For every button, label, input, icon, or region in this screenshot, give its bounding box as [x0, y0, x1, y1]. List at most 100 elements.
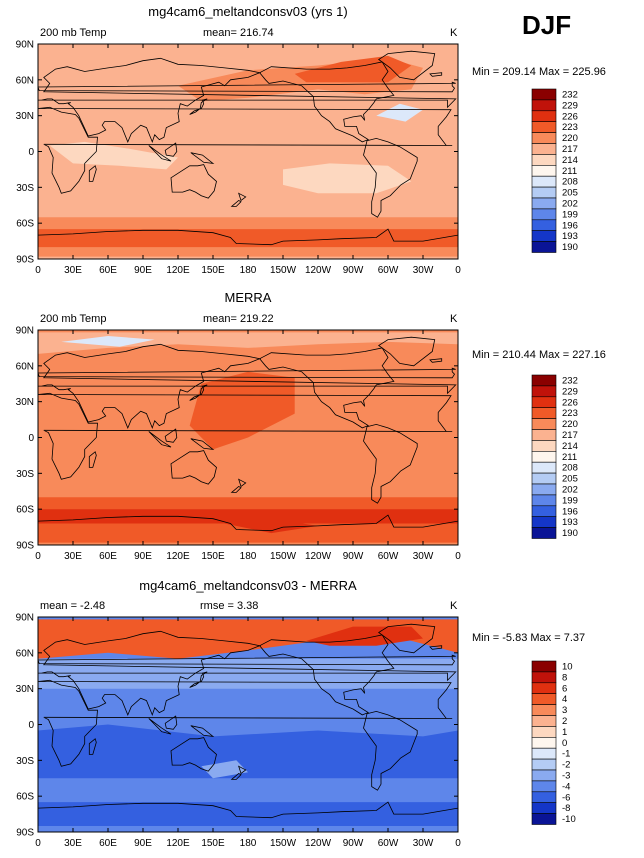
x-tick-label: 0	[455, 551, 461, 562]
field-contour-cold	[38, 724, 458, 779]
panel-1-right-label: K	[450, 27, 458, 39]
coastline	[38, 679, 453, 767]
y-tick-label: 30S	[16, 183, 34, 194]
season-label: DJF	[522, 10, 572, 40]
coastline	[377, 623, 436, 654]
colorbar-swatch	[531, 132, 557, 144]
panel-2-right-label: K	[450, 313, 458, 325]
colorbar-swatch	[531, 418, 557, 430]
colorbar-swatch	[531, 440, 557, 452]
x-tick-label: 90E	[134, 551, 152, 562]
colorbar-swatch	[531, 726, 557, 738]
x-tick-label: 180	[240, 265, 257, 276]
x-tick-label: 30E	[64, 838, 82, 849]
colorbar-label: 220	[562, 133, 578, 144]
colorbar-label: 223	[562, 408, 578, 419]
y-tick-label: 90N	[16, 613, 34, 624]
y-tick-label: 60N	[16, 361, 34, 372]
x-tick-label: 0	[35, 265, 41, 276]
field-contour-warm	[189, 371, 295, 450]
coastline	[170, 450, 217, 485]
colorbar-swatch	[531, 429, 557, 441]
colorbar-swatch	[531, 704, 557, 716]
colorbar-swatch	[531, 219, 557, 232]
colorbar-label: 214	[562, 155, 578, 166]
colorbar-label: 196	[562, 506, 578, 517]
panel-2-minmax: Min = 210.44 Max = 227.16	[472, 349, 606, 361]
coastline	[38, 57, 457, 144]
colorbar-swatch	[531, 671, 557, 684]
colorbar-label: -1	[562, 749, 570, 760]
colorbar-swatch	[531, 693, 557, 705]
coastline	[148, 431, 172, 448]
colorbar-label: 6	[562, 683, 567, 694]
colorbar-swatch	[531, 758, 557, 771]
x-tick-label: 90W	[343, 838, 364, 849]
colorbar-swatch	[531, 483, 557, 496]
colorbar-label: -3	[562, 771, 570, 782]
colorbar-label: -4	[562, 781, 570, 792]
colorbar-label: 211	[562, 166, 577, 177]
colorbar-label: 211	[562, 452, 577, 463]
colorbar-label: 3	[562, 705, 567, 716]
panel-2-center-label: mean= 219.22	[203, 313, 274, 325]
x-tick-label: 0	[35, 838, 41, 849]
coastline	[429, 645, 443, 650]
field-contour-cold	[38, 802, 458, 826]
panel-1-left-label: 200 mb Temp	[40, 27, 107, 39]
x-tick-label: 0	[455, 838, 461, 849]
coastline	[38, 392, 453, 480]
colorbar-label: 205	[562, 474, 578, 485]
coastline	[164, 142, 178, 157]
coastline	[377, 50, 436, 81]
coastline	[38, 81, 456, 93]
x-tick-label: 90E	[134, 265, 152, 276]
coastline	[230, 773, 242, 780]
y-tick-label: 90N	[16, 326, 34, 337]
colorbar-swatch	[531, 121, 557, 133]
y-tick-label: 30N	[16, 684, 34, 695]
y-tick-label: 90S	[16, 828, 34, 839]
coastline	[38, 514, 458, 532]
colorbar-label: 196	[562, 220, 578, 231]
colorbar-label: 220	[562, 419, 578, 430]
colorbar-swatch	[531, 660, 557, 673]
colorbar-swatch	[531, 791, 557, 803]
coastline	[38, 228, 458, 246]
colorbar-2: 2322292262232202172142112082052021991961…	[531, 374, 578, 539]
coastline	[189, 384, 208, 401]
y-tick-label: 30S	[16, 469, 34, 480]
x-tick-label: 30W	[413, 838, 434, 849]
x-tick-label: 150W	[270, 551, 297, 562]
panel-1-center-label: mean= 216.74	[203, 27, 274, 39]
colorbar-label: -8	[562, 803, 570, 814]
coastline	[164, 428, 178, 443]
colorbar-swatch	[531, 154, 557, 166]
colorbar-swatch	[531, 461, 557, 474]
colorbar-label: 229	[562, 386, 578, 397]
coastline	[238, 765, 247, 775]
x-tick-label: 120E	[166, 265, 190, 276]
colorbar-swatch	[531, 505, 557, 517]
colorbar-label: 1	[562, 727, 567, 738]
coastline	[190, 725, 215, 737]
x-tick-label: 60E	[99, 265, 117, 276]
panel-1-minmax: Min = 209.14 Max = 225.96	[472, 66, 606, 78]
y-tick-label: 60N	[16, 648, 34, 659]
colorbar-swatch	[531, 197, 557, 210]
x-tick-label: 150E	[201, 265, 225, 276]
panel-3-minmax: Min = -5.83 Max = 7.37	[472, 632, 586, 644]
colorbar-swatch	[531, 682, 557, 694]
colorbar-swatch	[531, 802, 557, 814]
x-tick-label: 60E	[99, 551, 117, 562]
colorbar-label: -2	[562, 760, 570, 771]
panel-3-right-label: K	[450, 600, 458, 612]
x-tick-label: 120W	[305, 551, 332, 562]
coastline	[190, 152, 215, 164]
field-contour-hot	[306, 626, 423, 646]
colorbar-label: -10	[562, 814, 576, 825]
y-tick-label: 90S	[16, 255, 34, 266]
